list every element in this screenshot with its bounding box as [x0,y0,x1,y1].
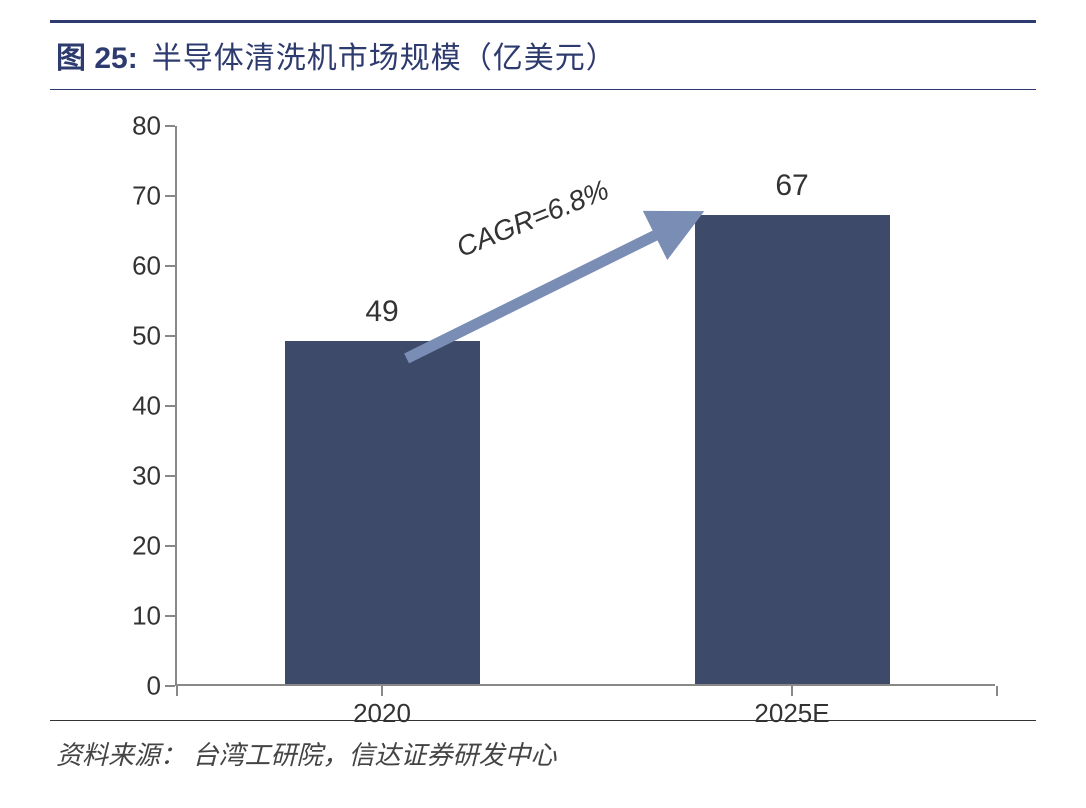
cagr-annotation: CAGR=6.8% [452,174,613,264]
bar-value-label: 49 [365,295,398,329]
x-tick [381,686,383,696]
y-axis-label: 60 [132,251,161,282]
source-line: 资料来源： 台湾工研院，信达证券研发中心 [50,720,1036,772]
bar [285,341,480,684]
figure-title: 半导体清洗机市场规模（亿美元） [152,33,617,77]
y-axis-label: 30 [132,461,161,492]
x-tick [996,686,998,696]
y-axis-label: 10 [132,601,161,632]
y-tick [165,265,175,267]
y-axis-label: 50 [132,321,161,352]
y-tick [165,195,175,197]
bar [695,215,890,684]
x-tick [791,686,793,696]
x-tick [176,686,178,696]
chart-area: 010203040506070802020492025E67CAGR=6.8% [50,90,1036,720]
y-axis-label: 40 [132,391,161,422]
y-tick [165,405,175,407]
figure-number: 图 25: [56,33,138,77]
x-axis-label: 2025E [754,698,829,729]
y-tick [165,545,175,547]
y-axis-label: 20 [132,531,161,562]
x-axis-label: 2020 [353,698,411,729]
y-axis-label: 80 [132,111,161,142]
source-prefix: 资料来源： [56,741,186,770]
figure-header: 图 25: 半导体清洗机市场规模（亿美元） [50,20,1036,90]
bar-value-label: 67 [775,169,808,203]
figure-container: 图 25: 半导体清洗机市场规模（亿美元） 0 10 20 30 40 50 60 70 80 2… [0,0,1086,772]
y-tick [165,475,175,477]
y-tick [165,335,175,337]
plot-area: 010203040506070802020492025E67CAGR=6.8% [175,126,995,686]
y-tick [165,125,175,127]
y-axis-label: 70 [132,181,161,212]
source-text: 台湾工研院，信达证券研发中心 [193,741,557,770]
y-tick [165,615,175,617]
y-tick [165,685,175,687]
y-axis-label: 0 [147,671,161,702]
